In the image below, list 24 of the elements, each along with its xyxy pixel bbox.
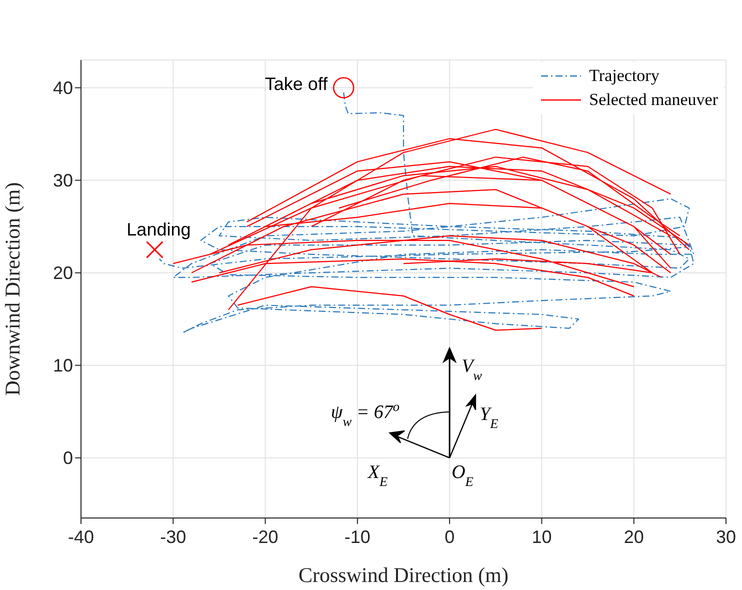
annotation: X$_{E}$ [366, 462, 388, 488]
legend-label: Trajectory [589, 66, 660, 86]
y-axis-title: Downwind Direction (m) [0, 182, 24, 396]
annotation: V$_{w}$ [462, 356, 482, 382]
x-tick-label: -10 [344, 526, 370, 547]
y-tick-label: 10 [52, 356, 73, 376]
x-tick-label: 30 [716, 526, 736, 547]
annotation: Y$_{E}$ [480, 404, 498, 430]
annotation: Take off [264, 74, 329, 94]
y-tick-label: 20 [52, 263, 73, 284]
annotation: O$_{E}$ [452, 462, 474, 488]
y-tick-label: 0 [62, 448, 73, 468]
x-tick-label: -30 [160, 526, 186, 547]
x-tick-label: -40 [68, 526, 94, 547]
x-tick-label: 10 [532, 526, 552, 547]
legend-label: Selected maneuver [589, 90, 718, 110]
y-tick-label: 30 [52, 170, 73, 191]
x-tick-label: 0 [444, 526, 455, 547]
x-axis-title: Crosswind Direction (m) [298, 563, 508, 587]
x-tick-label: 20 [624, 526, 644, 547]
annotation: Landing [126, 220, 191, 240]
annotation: ψ$_{w}$ = 67$^{o}$ [330, 398, 400, 428]
y-tick-label: 40 [52, 78, 73, 98]
x-tick-label: -20 [252, 526, 278, 547]
